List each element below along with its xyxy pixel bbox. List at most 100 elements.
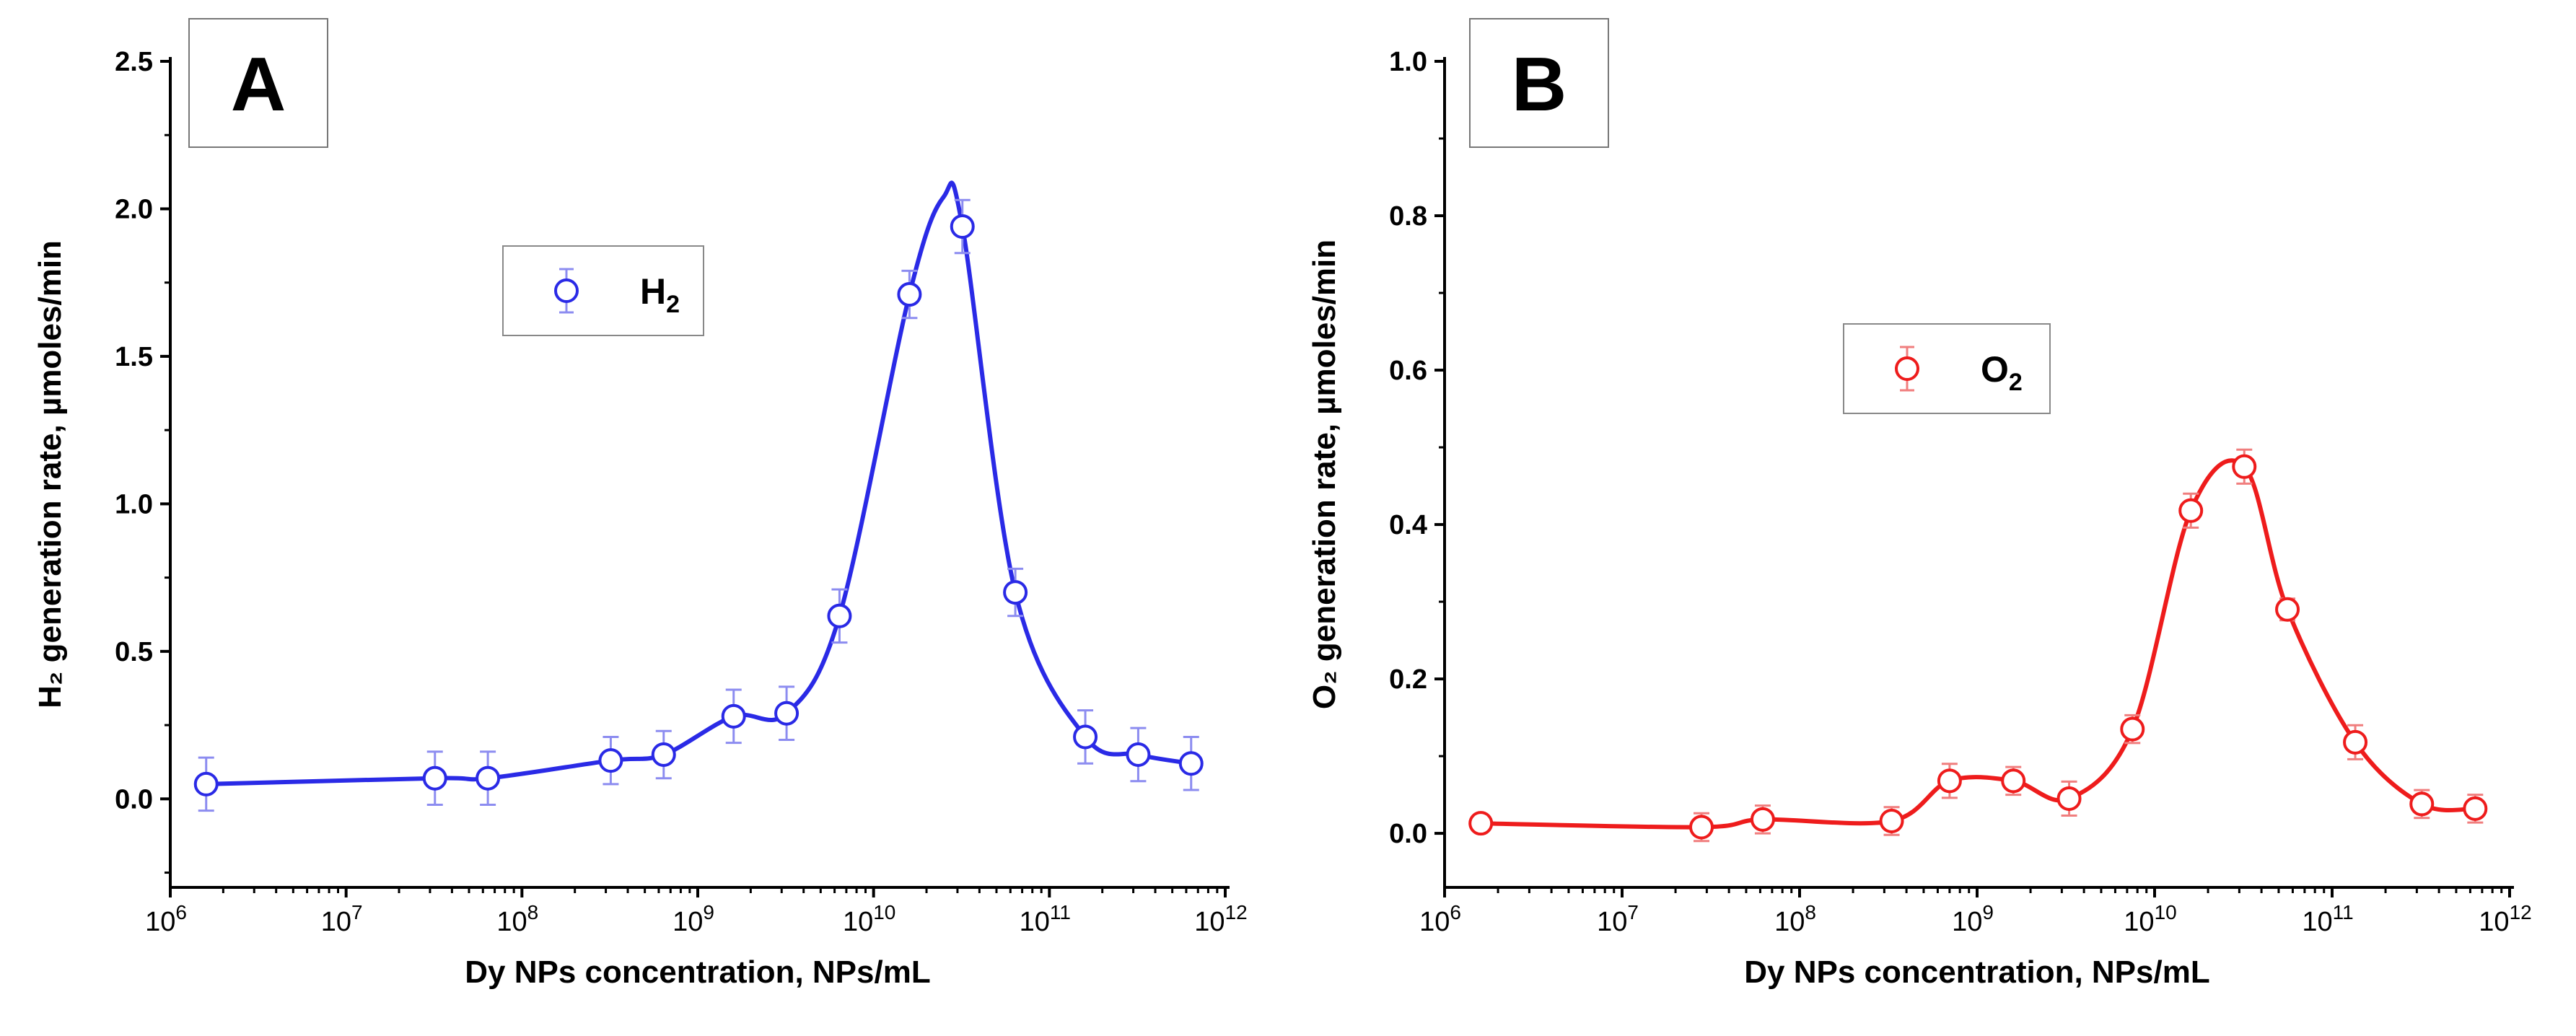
x-tick-base: 10 xyxy=(321,907,351,937)
x-axis-title: Dy NPs concentration, NPs/mL xyxy=(465,954,930,990)
data-point xyxy=(2120,716,2145,742)
data-point xyxy=(2409,791,2435,817)
data-point xyxy=(950,214,975,239)
x-tick-exponent: 9 xyxy=(1982,901,1994,923)
x-tick-base: 10 xyxy=(2302,907,2332,937)
x-tick-label: 1011 xyxy=(1020,901,1071,937)
data-point xyxy=(1937,768,1962,794)
x-tick-exponent: 7 xyxy=(351,901,363,923)
x-tick-label: 1011 xyxy=(2302,901,2353,937)
panel-label-box xyxy=(1469,18,1609,148)
legend-label-text: O xyxy=(1981,349,2009,390)
x-tick-base: 10 xyxy=(843,907,873,937)
data-point xyxy=(2463,796,2488,821)
fit-curve-line xyxy=(206,180,1192,786)
data-point xyxy=(1178,751,1204,776)
x-tick-label: 108 xyxy=(496,901,538,937)
data-point xyxy=(2056,786,2082,811)
data-point xyxy=(193,771,219,796)
y-tick-label: 0.8 xyxy=(1389,201,1427,232)
legend-label-subscript: 2 xyxy=(2009,369,2023,396)
x-tick-exponent: 8 xyxy=(527,901,539,923)
y-tick-label: 0.6 xyxy=(1389,356,1427,386)
data-point xyxy=(2232,454,2257,479)
x-tick-exponent: 12 xyxy=(2510,901,2532,923)
data-point xyxy=(1879,808,1904,833)
legend-label: H2 xyxy=(640,271,680,318)
x-tick-base: 10 xyxy=(673,907,703,937)
y-axis-title: H₂ generation rate, µmoles/min xyxy=(32,240,68,708)
x-tick-exponent: 12 xyxy=(1225,901,1248,923)
legend-marker xyxy=(554,278,579,303)
x-tick-label: 108 xyxy=(1774,901,1816,937)
x-tick-base: 10 xyxy=(2479,907,2509,937)
x-tick-label: 106 xyxy=(1419,901,1461,937)
x-tick-exponent: 6 xyxy=(175,901,187,923)
data-point xyxy=(897,282,922,307)
legend-label: O2 xyxy=(1981,349,2023,396)
y-tick-label: 0.2 xyxy=(1389,664,1427,695)
legend-marker xyxy=(1895,356,1919,381)
panel-label: B xyxy=(1512,42,1567,127)
data-point xyxy=(1073,724,1098,750)
data-point xyxy=(2275,597,2300,622)
data-point xyxy=(2001,768,2026,794)
y-tick-label: 0.0 xyxy=(1389,819,1427,849)
x-tick-label: 107 xyxy=(1597,901,1639,937)
x-tick-exponent: 9 xyxy=(703,901,714,923)
x-tick-label: 106 xyxy=(145,901,187,937)
x-tick-exponent: 10 xyxy=(873,901,895,923)
y-tick-label: 1.0 xyxy=(115,489,153,519)
data-point xyxy=(422,765,447,791)
y-tick-label: 2.0 xyxy=(115,194,153,224)
x-axis-title: Dy NPs concentration, NPs/mL xyxy=(1744,954,2209,990)
data-point xyxy=(2343,729,2368,755)
panel-label: A xyxy=(231,42,286,127)
y-axis-title: O₂ generation rate, µmoles/min xyxy=(1307,240,1342,709)
data-point xyxy=(774,701,799,726)
data-point xyxy=(1750,807,1775,832)
y-tick-label: 2.5 xyxy=(115,47,153,77)
x-tick-label: 1010 xyxy=(2124,901,2176,937)
data-point xyxy=(721,703,746,729)
legend-label-subscript: 2 xyxy=(666,291,680,318)
fit-curve-line xyxy=(1481,458,2476,830)
data-point xyxy=(1126,742,1151,767)
x-tick-exponent: 10 xyxy=(2155,901,2177,923)
x-tick-exponent: 6 xyxy=(1450,901,1461,923)
x-tick-label: 1012 xyxy=(2479,901,2531,937)
x-tick-base: 10 xyxy=(1774,907,1805,937)
x-tick-base: 10 xyxy=(496,907,527,937)
data-point xyxy=(1468,811,1494,836)
y-tick-label: 0.5 xyxy=(115,637,153,667)
x-tick-base: 10 xyxy=(1952,907,1982,937)
x-tick-base: 10 xyxy=(145,907,175,937)
data-point xyxy=(827,603,852,628)
x-tick-label: 1010 xyxy=(843,901,895,937)
x-tick-base: 10 xyxy=(1194,907,1225,937)
data-point xyxy=(2178,498,2204,523)
y-tick-label: 1.0 xyxy=(1389,47,1427,77)
x-tick-exponent: 11 xyxy=(2333,901,2354,923)
data-point xyxy=(476,765,501,791)
legend-label-text: H xyxy=(640,271,666,312)
data-point xyxy=(1689,815,1714,840)
x-tick-base: 10 xyxy=(1597,907,1627,937)
x-tick-label: 107 xyxy=(321,901,363,937)
x-tick-base: 10 xyxy=(1020,907,1050,937)
y-tick-label: 1.5 xyxy=(115,342,153,372)
data-point xyxy=(1003,580,1028,605)
data-point xyxy=(651,742,676,767)
data-point xyxy=(598,748,623,773)
legend-box xyxy=(1843,323,2051,414)
y-tick-label: 0.0 xyxy=(115,784,153,815)
x-tick-exponent: 7 xyxy=(1627,901,1639,923)
panel-label-box xyxy=(188,18,328,148)
y-tick-label: 0.4 xyxy=(1389,510,1427,540)
x-tick-label: 109 xyxy=(1952,901,1994,937)
legend-box xyxy=(502,245,704,336)
x-tick-exponent: 8 xyxy=(1805,901,1816,923)
x-tick-base: 10 xyxy=(1419,907,1450,937)
